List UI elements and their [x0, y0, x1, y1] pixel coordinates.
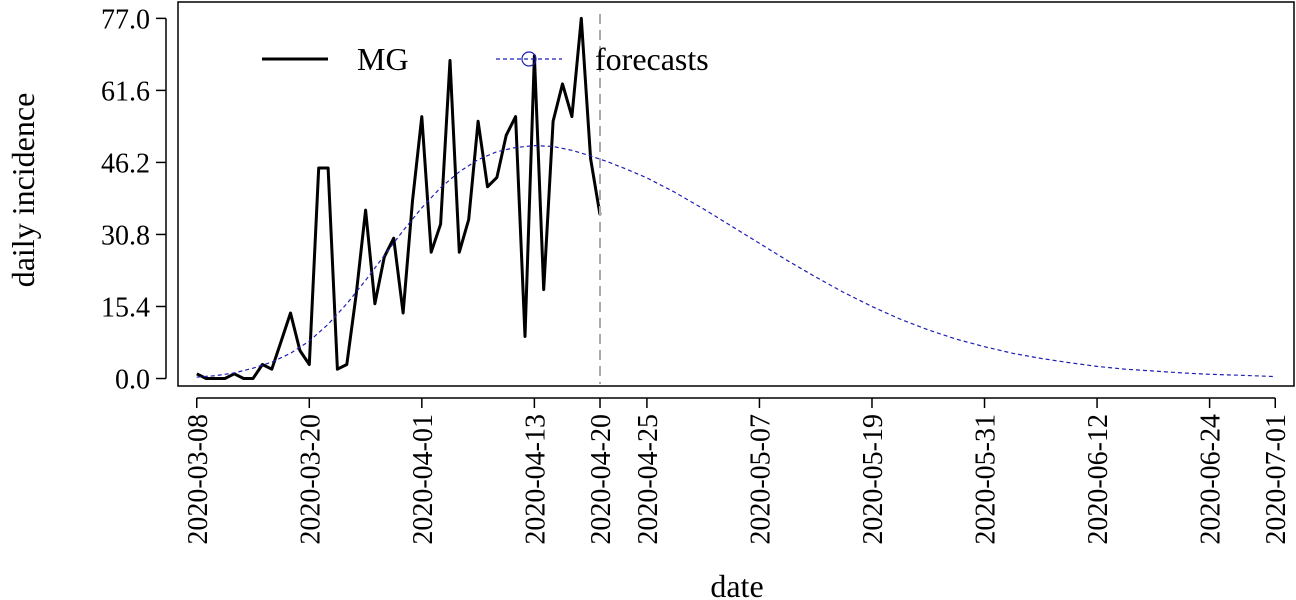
x-tick-label: 2020-07-01	[1261, 414, 1292, 545]
y-tick-label: 61.6	[101, 76, 150, 107]
y-tick-label: 30.8	[101, 220, 150, 251]
x-tick-label: 2020-04-13	[520, 414, 551, 545]
legend-marker-forecasts	[521, 51, 537, 67]
x-axis: 2020-03-08 2020-03-20 2020-04-01 2020-04-13…	[183, 397, 1292, 545]
x-tick-label: 2020-05-07	[745, 414, 776, 545]
y-tick-label: 0.0	[115, 365, 150, 396]
legend-label-forecasts: forecasts	[595, 41, 709, 77]
x-tick-label: 2020-06-12	[1083, 414, 1114, 545]
legend-label-mg: MG	[357, 41, 409, 77]
legend: MG forecasts	[262, 41, 709, 77]
x-tick-label: 2020-04-25	[633, 414, 664, 545]
plot-frame	[177, 1, 1295, 387]
y-tick-label: 46.2	[101, 148, 150, 179]
y-tick-label: 15.4	[101, 292, 150, 323]
mg-line	[196, 16, 602, 380]
x-tick-label: 2020-05-31	[971, 414, 1002, 545]
x-tick-label: 2020-04-20	[586, 414, 617, 545]
y-axis: 0.0 15.4 30.8 46.2 61.6 77.0	[101, 4, 167, 396]
x-tick-label: 2020-05-19	[858, 414, 889, 545]
series-layer	[196, 16, 1276, 380]
y-axis-title: daily incidence	[5, 93, 41, 288]
y-tick-label: 77.0	[101, 4, 150, 35]
x-tick-label: 2020-03-20	[295, 414, 326, 545]
x-tick-label: 2020-06-24	[1196, 414, 1227, 545]
x-axis-title: date	[710, 568, 763, 600]
forecast-line	[196, 145, 1276, 378]
x-tick-label: 2020-03-08	[183, 414, 214, 545]
x-tick-label: 2020-04-01	[408, 414, 439, 545]
